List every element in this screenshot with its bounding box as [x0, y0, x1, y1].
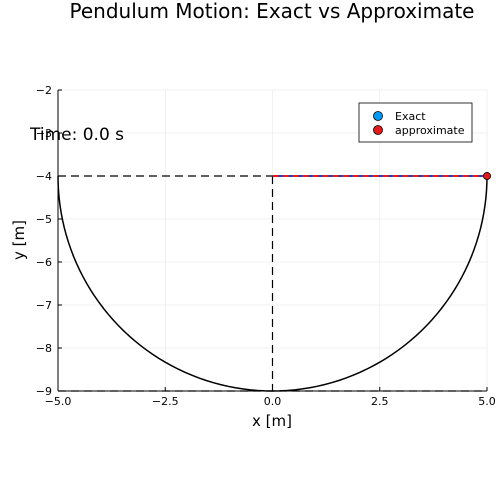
legend-box	[358, 102, 473, 143]
y-tick-label: −8	[36, 342, 52, 355]
x-ticks: −5.0 −2.5 0.0 2.5 5.0	[45, 387, 496, 408]
x-tick-label: 5.0	[478, 395, 496, 408]
reference-lines	[58, 175, 487, 392]
y-tick-label: −5	[36, 213, 52, 226]
x-tick-label: 0.0	[264, 395, 282, 408]
y-tick-label: −7	[36, 299, 52, 312]
y-tick-label: −6	[36, 256, 52, 269]
x-tick-label: −5.0	[45, 395, 72, 408]
legend-marker-approximate	[373, 125, 383, 135]
legend-label-approximate: approximate	[395, 124, 465, 137]
x-tick-label: 2.5	[371, 395, 389, 408]
y-axis-label: y [m]	[10, 220, 28, 260]
y-tick-label: −3	[36, 127, 52, 140]
x-tick-label: −2.5	[152, 395, 179, 408]
legend-marker-exact	[373, 111, 383, 121]
x-axis-label: x [m]	[252, 412, 292, 430]
bob-approximate	[483, 172, 491, 180]
y-tick-label: −4	[36, 170, 52, 183]
y-tick-label: −9	[36, 385, 52, 398]
pendulum-bobs	[483, 172, 491, 180]
y-tick-label: −2	[36, 84, 52, 97]
chart-title: Pendulum Motion: Exact vs Approximate	[70, 0, 475, 23]
y-ticks: −9 −8 −7 −6 −5 −4 −3 −2	[36, 84, 62, 398]
legend-label-exact: Exact	[395, 110, 426, 123]
time-annotation: Time: 0.0 s	[29, 125, 124, 145]
